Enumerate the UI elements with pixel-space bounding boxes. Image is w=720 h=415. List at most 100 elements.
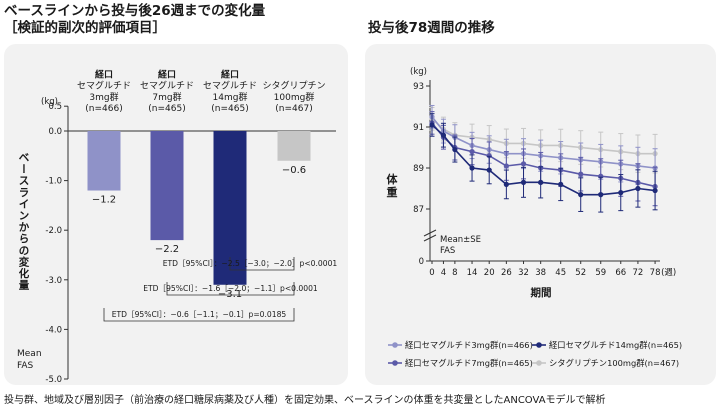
bar-category-label: 経口 xyxy=(158,68,176,80)
legend-swatch-dot xyxy=(392,342,398,348)
series-point xyxy=(558,181,564,187)
line-x-tick-label: 32 xyxy=(518,268,529,278)
series-point xyxy=(652,187,658,194)
bar-category-label: 14mg群 xyxy=(213,91,248,103)
series-point xyxy=(440,132,447,138)
bar-y-unit: (kg) xyxy=(41,97,58,107)
bar-y-tick-label: -1.0 xyxy=(45,177,62,187)
bar-category-label: (n=465) xyxy=(211,104,248,114)
bar-category-label: (n=467) xyxy=(275,104,312,114)
line-x-tick-label: 72 xyxy=(633,268,644,278)
legend-label: 経口セマグルチド3mg群(n=466) xyxy=(405,340,533,350)
legend-swatch-dot xyxy=(392,360,398,366)
line-y-tick-label: 93 xyxy=(413,82,424,92)
bar-2 xyxy=(150,131,184,241)
axis-break-mark xyxy=(423,229,437,242)
bar-y-axis-label-char: ー xyxy=(17,163,29,174)
bar-y-tick-label: 0.0 xyxy=(48,127,62,137)
bar-value-label: −1.2 xyxy=(92,195,116,206)
series-point xyxy=(578,171,584,177)
series-line-1 xyxy=(431,116,656,169)
line-x-tick-label: 52 xyxy=(575,268,586,278)
bar-y-tick-label: 0.5 xyxy=(48,102,62,112)
bar-category-label: 100mg群 xyxy=(274,91,315,103)
line-y-tick-label: 87 xyxy=(413,205,424,215)
left-chart-subtitle: ［検証的副次的評価項目］ xyxy=(4,20,166,36)
etd-bracket xyxy=(229,257,295,271)
bar-y-axis-label-char: ス xyxy=(19,175,30,187)
etd-bracket xyxy=(103,308,295,322)
bar-y-axis-label-char: 量 xyxy=(19,279,30,292)
series-point xyxy=(538,179,544,185)
bar-1 xyxy=(87,131,121,191)
bar-category-label: 7mg群 xyxy=(152,91,181,103)
footnote: 投与群、地域及び層別因子（前治療の経口糖尿病薬及び人種）を固定効果、ベースライン… xyxy=(4,395,606,406)
line-x-tick-label: 14 xyxy=(467,268,478,278)
series-line-2 xyxy=(431,122,656,188)
bar-category-label: セマグルチド xyxy=(140,80,194,92)
bar-note-mean: Mean xyxy=(17,349,42,359)
line-x-tick-label: 4 xyxy=(441,268,446,278)
bar-y-axis-label-char: か xyxy=(19,222,30,234)
series-point xyxy=(469,149,475,155)
bar-value-label: −3.1 xyxy=(218,289,242,300)
etd-bracket xyxy=(166,282,295,296)
etd-text: ETD［95%CI］：−1.6［−2.0；−1.1］p<0.0001 xyxy=(143,284,318,293)
line-note-fas: FAS xyxy=(440,246,455,256)
bar-y-axis-label-char: ベ xyxy=(19,152,30,164)
series-point xyxy=(598,192,604,198)
bar-category-label: 3mg群 xyxy=(89,91,118,103)
line-x-tick-label: 0 xyxy=(429,268,434,278)
bar-y-axis-label-char: イ xyxy=(19,198,30,210)
line-x-tick-label: 45 xyxy=(555,268,566,278)
legend-label: 経口セマグルチド14mg群(n=465) xyxy=(549,340,682,350)
line-y-axis-label-char: 体 xyxy=(387,172,399,186)
line-y-axis-label-char: 重 xyxy=(387,185,398,199)
line-x-tick-label: 78 xyxy=(650,268,661,278)
series-point xyxy=(618,190,624,196)
series-point xyxy=(635,185,641,192)
bar-y-axis-label-char: 変 xyxy=(19,255,30,268)
series-point xyxy=(469,165,475,171)
bar-y-tick-label: -5.0 xyxy=(45,375,62,385)
series-point xyxy=(578,192,584,198)
bar-category-label: (n=466) xyxy=(85,104,122,114)
bar-y-axis-label-char: ラ xyxy=(19,187,30,199)
bar-category-label: 経口 xyxy=(95,68,113,80)
series-point xyxy=(486,167,492,173)
bar-category-label: シタグリプチン xyxy=(262,80,325,92)
bar-y-axis-label-char: ン xyxy=(19,210,30,222)
series-line-3 xyxy=(431,124,656,196)
etd-text: ETD［95%CI］：−2.5［−3.0；−2.0］p<0.0001 xyxy=(163,259,338,268)
bar-value-label: −0.6 xyxy=(282,165,306,176)
series-point xyxy=(503,163,509,169)
bar-category-label: 経口 xyxy=(221,68,239,80)
right-chart-title: 投与後78週間の推移 xyxy=(368,20,495,36)
line-x-tick-label: 59 xyxy=(595,268,606,278)
bar-y-tick-label: -4.0 xyxy=(45,325,62,335)
bar-4 xyxy=(277,131,311,161)
etd-text: ETD［95%CI］：−0.6［−1.1；−0.1］p=0.0185 xyxy=(112,310,287,319)
bar-y-tick-label: -2.0 xyxy=(45,226,62,236)
legend-label: シタグリプチン100mg群(n=467) xyxy=(549,358,679,368)
series-line-4 xyxy=(431,118,656,155)
legend-label: 経口セマグルチド7mg群(n=465) xyxy=(405,358,533,368)
line-x-unit: (週) xyxy=(661,268,676,278)
line-x-axis-label: 期間 xyxy=(531,286,552,299)
series-point xyxy=(503,181,509,187)
line-y-unit: (kg) xyxy=(410,67,427,77)
series-point xyxy=(486,153,492,159)
left-chart-title: ベースラインから投与後26週までの変化量 xyxy=(4,3,266,19)
bar-y-axis-label-char: ら xyxy=(19,233,30,245)
series-point xyxy=(452,146,458,153)
bar-category-label: セマグルチド xyxy=(77,80,131,92)
line-y-tick-label: 0 xyxy=(419,257,424,267)
line-chart-panel xyxy=(365,44,716,385)
series-point xyxy=(429,122,435,128)
bar-category-label: (n=465) xyxy=(148,104,185,114)
series-point xyxy=(520,161,527,167)
line-x-tick-label: 20 xyxy=(484,268,495,278)
bar-category-label: セマグルチド xyxy=(203,80,257,92)
line-x-tick-label: 26 xyxy=(501,268,512,278)
